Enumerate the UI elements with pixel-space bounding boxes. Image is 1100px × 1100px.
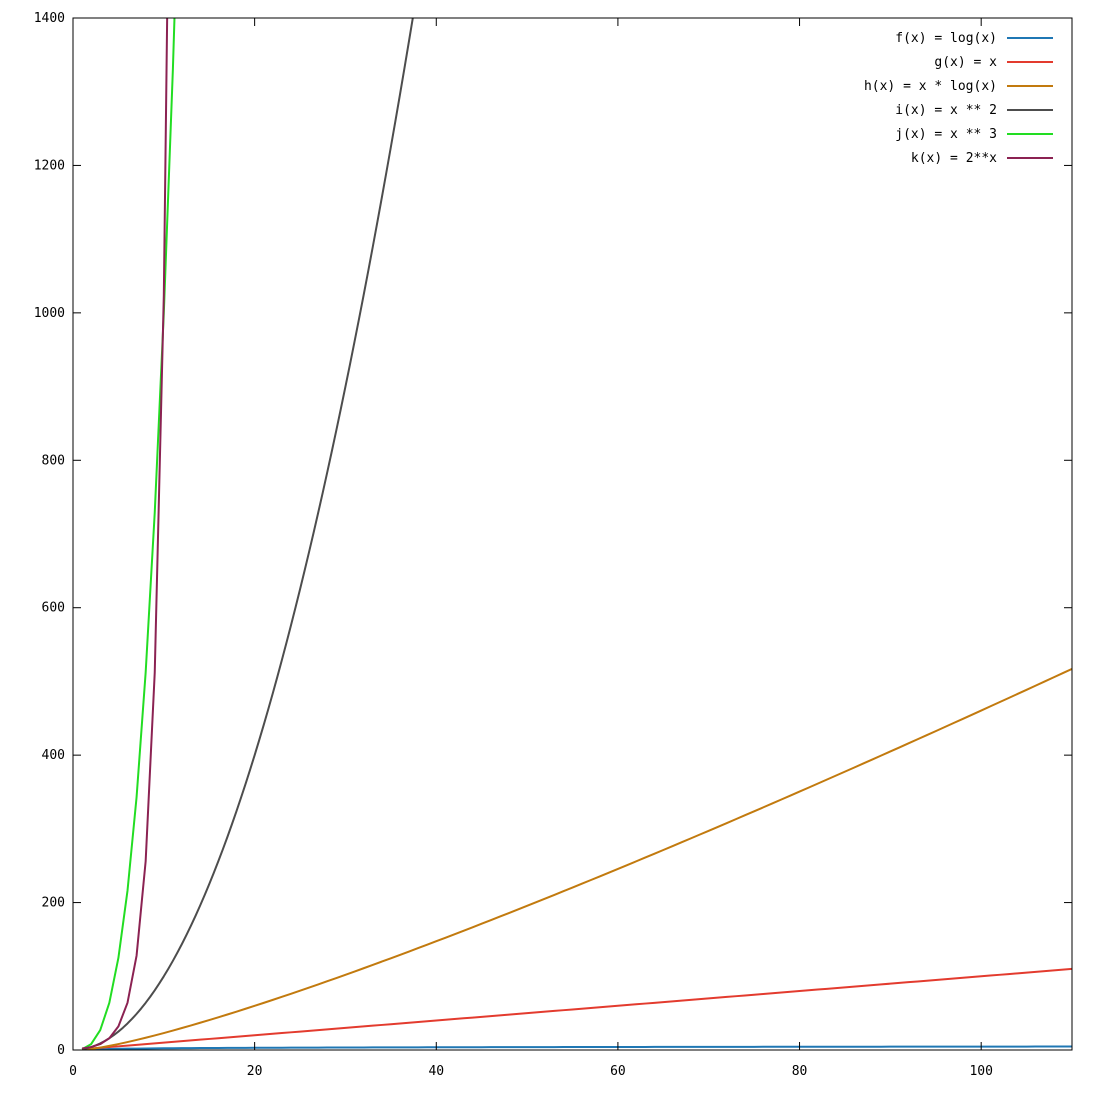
legend-item: h(x) = x * log(x): [864, 79, 1053, 94]
legend-item: f(x) = log(x): [895, 31, 1053, 46]
y-tick-label: 800: [42, 453, 65, 468]
series-line-4: [81, 18, 176, 1050]
y-tick-label: 1400: [34, 11, 65, 26]
legend-item: g(x) = x: [934, 55, 1053, 70]
series-line-0: [82, 1045, 1072, 1050]
legend-label: f(x) = log(x): [895, 31, 997, 46]
legend: f(x) = log(x) g(x) = x h(x) = x * log(x) i(…: [864, 31, 1053, 166]
legend-item: k(x) = 2**x: [911, 151, 1053, 166]
x-tick-label: 40: [428, 1064, 444, 1079]
y-tick-label: 200: [42, 896, 65, 911]
y-tick-label: 400: [42, 748, 65, 763]
y-tick-label: 0: [57, 1043, 65, 1058]
series-line-2: [81, 667, 1072, 1050]
plot-frame: [72, 17, 1073, 1051]
legend-label: i(x) = x ** 2: [895, 103, 997, 118]
x-tick-label: 20: [247, 1064, 263, 1079]
series-line-5: [81, 18, 169, 1050]
legend-label: j(x) = x ** 3: [895, 127, 997, 142]
y-tick-label: 1200: [34, 158, 65, 173]
y-tick-label: 1000: [34, 306, 65, 321]
legend-label: h(x) = x * log(x): [864, 79, 997, 94]
legend-label: g(x) = x: [934, 55, 997, 70]
legend-item: i(x) = x ** 2: [895, 103, 1053, 118]
x-tick-label: 60: [610, 1064, 626, 1079]
series-line-1: [81, 967, 1072, 1050]
x-tick-label: 100: [969, 1064, 992, 1079]
x-tick-label: 0: [69, 1064, 77, 1079]
series-layer: [81, 18, 1072, 1050]
y-tick-label: 600: [42, 601, 65, 616]
legend-label: k(x) = 2**x: [911, 151, 997, 166]
legend-item: j(x) = x ** 3: [895, 127, 1053, 142]
x-tick-label: 80: [792, 1064, 808, 1079]
series-line-3: [81, 18, 414, 1050]
